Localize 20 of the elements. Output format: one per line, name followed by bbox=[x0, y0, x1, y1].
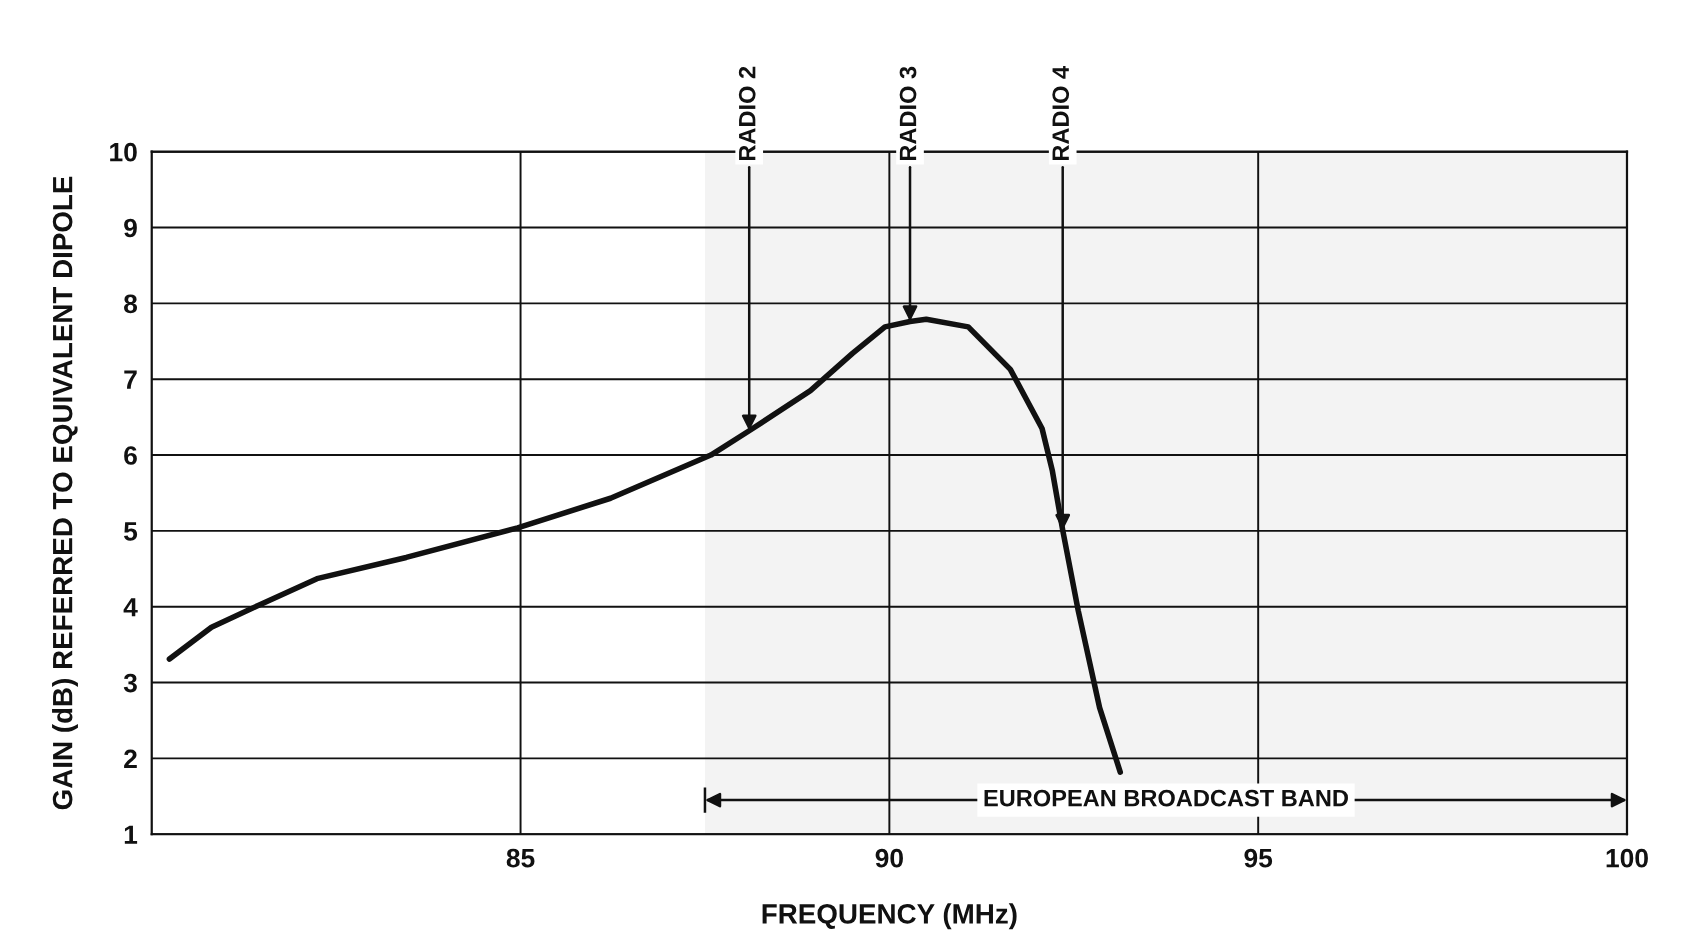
x-tick-label: 90 bbox=[875, 848, 903, 868]
annotation: RADIO 2 bbox=[738, 66, 756, 161]
y-tick-label: 3 bbox=[123, 673, 137, 693]
y-tick-label: 1 bbox=[124, 825, 138, 844]
y-axis-title: GAIN (dB) REFERRED TO EQUIVALENT DIPOLE bbox=[52, 176, 78, 810]
y-tick-label: 10 bbox=[110, 142, 137, 162]
band-label: EUROPEAN BROADCAST BAND bbox=[984, 789, 1348, 807]
y-tick-label: 9 bbox=[124, 218, 137, 238]
y-tick-label: 8 bbox=[124, 294, 138, 314]
annotation: RADIO 3 bbox=[899, 66, 917, 161]
annotation: RADIO 4 bbox=[1052, 66, 1070, 161]
x-tick-label: 100 bbox=[1606, 848, 1648, 868]
y-tick-label: 4 bbox=[123, 598, 138, 617]
x-tick-label: 85 bbox=[506, 848, 535, 868]
y-tick-label: 6 bbox=[124, 446, 137, 465]
y-tick-label: 2 bbox=[124, 749, 137, 768]
x-axis-title: FREQUENCY (MHz) bbox=[762, 903, 1017, 930]
y-tick-label: 5 bbox=[123, 522, 138, 541]
y-tick-label: 7 bbox=[124, 370, 137, 389]
x-tick-label: 95 bbox=[1244, 848, 1273, 868]
